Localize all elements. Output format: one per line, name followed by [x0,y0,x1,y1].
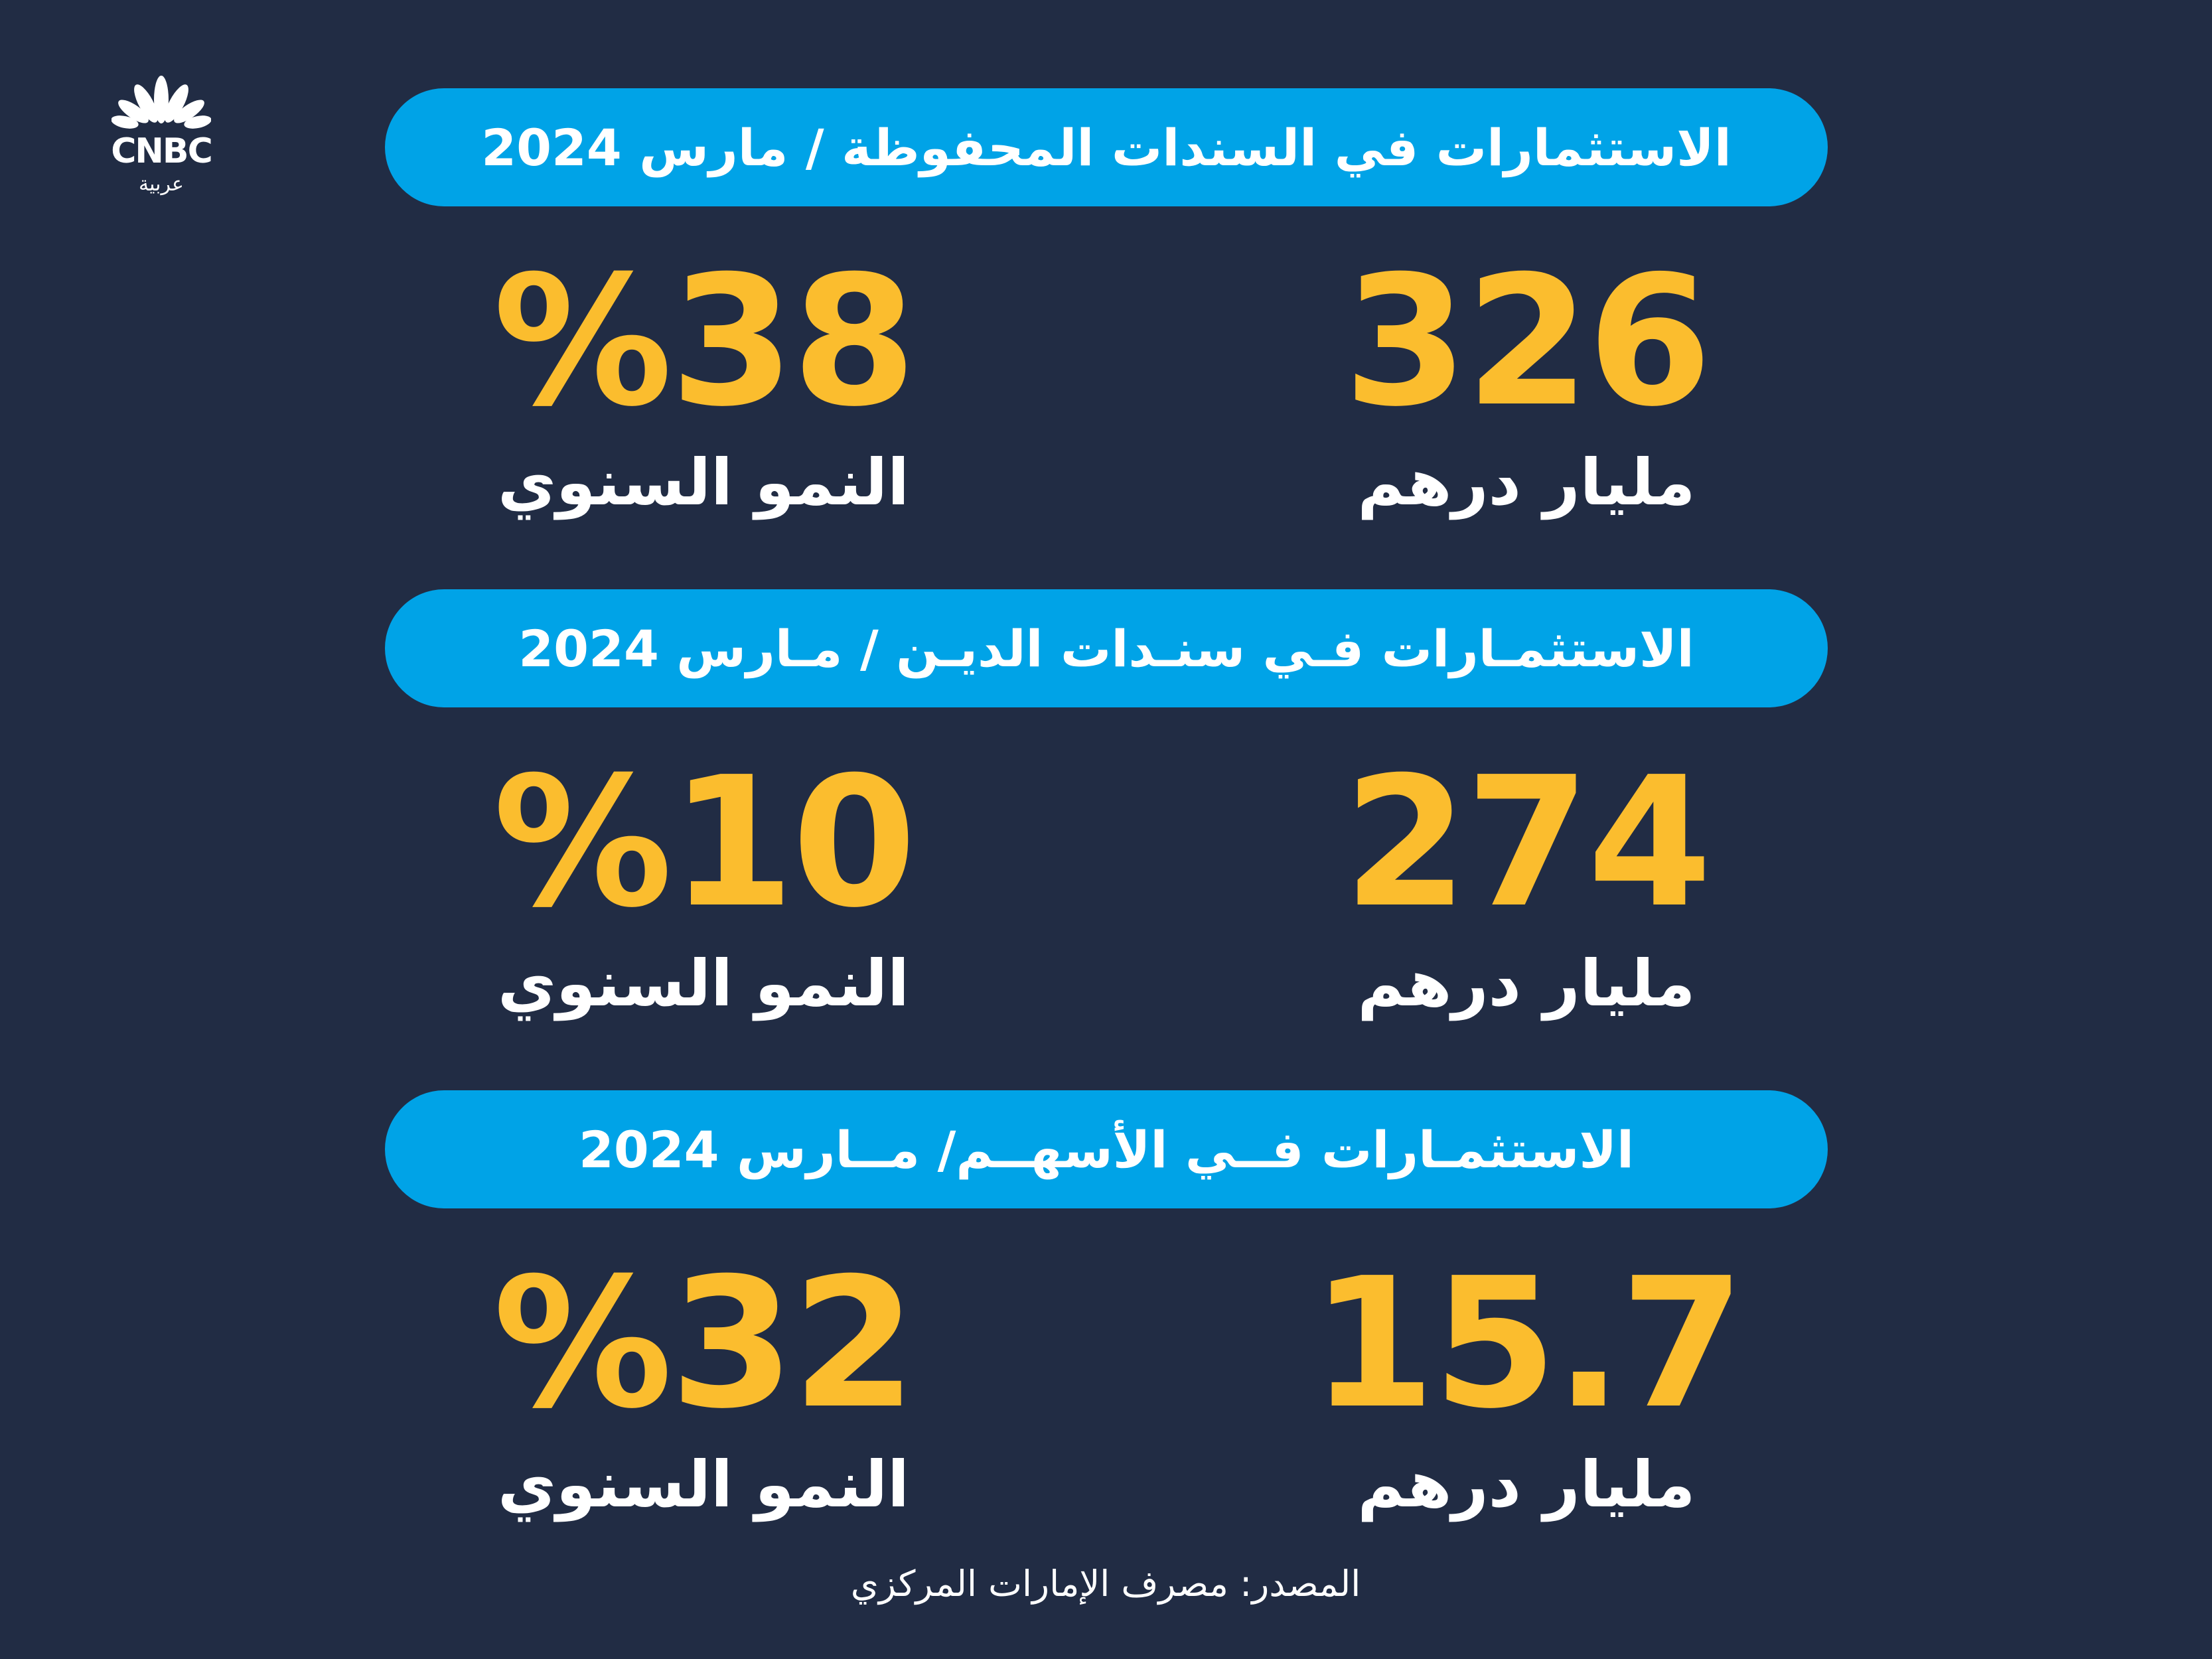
section-3-growth-value: %32 [492,1239,917,1448]
cnbc-arabia-logo: CNBC عربية [98,74,224,200]
section-2-growth-value: %10 [492,738,917,947]
section-1-amount-value: 326 [1343,237,1712,446]
section-2-growth: %10 النمو السنوي [465,738,942,1021]
peacock-icon [111,76,211,129]
section-3-growth-label: النمو السنوي [497,1447,910,1522]
logo-brand-text: CNBC [111,131,212,171]
section-3-growth: %32 النمو السنوي [465,1239,942,1522]
section-2-amount-value: 274 [1343,738,1712,947]
section-1-amount: 326 مليار درهم [1288,237,1765,520]
section-3-amount: 15.7 مليار درهم [1288,1239,1765,1522]
section-3-amount-value: 15.7 [1310,1239,1745,1448]
section-1-amount-label: مليار درهم [1357,445,1696,520]
section-2-title: الاستثمـارات فـي سنـدات الديـن / مـارس 2… [518,618,1694,678]
section-2-growth-label: النمو السنوي [497,946,910,1021]
section-1-title: الاستثمارات في السندات المحفوظة / مارس 2… [481,117,1732,177]
section-3-amount-label: مليار درهم [1357,1447,1696,1522]
source-note: المصدر: مصرف الإمارات المركزي [850,1563,1361,1605]
section-2-amount: 274 مليار درهم [1288,738,1765,1021]
section-1-growth: %38 النمو السنوي [465,237,942,520]
section-3-header: الاستثمـارات فــي الأسهــم/ مــارس 2024 [385,1090,1828,1208]
section-2-header: الاستثمـارات فـي سنـدات الديـن / مـارس 2… [385,589,1828,707]
section-1-growth-value: %38 [492,237,917,446]
section-1-growth-label: النمو السنوي [497,445,910,520]
section-3-title: الاستثمـارات فــي الأسهــم/ مــارس 2024 [578,1119,1635,1179]
section-2-amount-label: مليار درهم [1357,946,1696,1021]
logo-sub-text: عربية [139,173,184,196]
section-1-header: الاستثمارات في السندات المحفوظة / مارس 2… [385,88,1828,206]
